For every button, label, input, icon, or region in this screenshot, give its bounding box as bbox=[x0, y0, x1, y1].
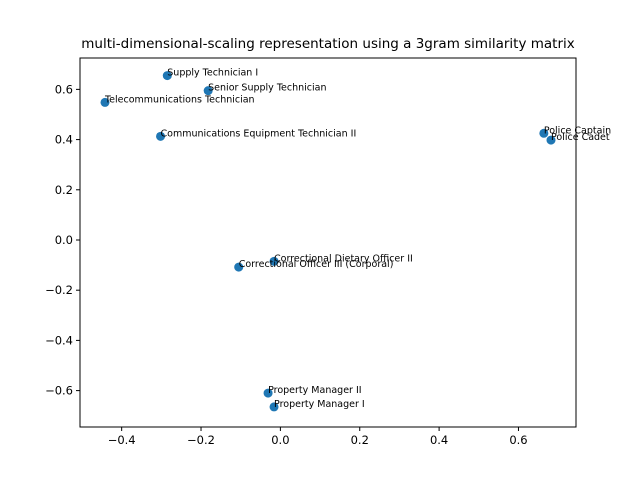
point-labels: Supply Technician I Senior Supply Technic… bbox=[104, 68, 611, 410]
data-point-label: Property Manager II bbox=[268, 385, 361, 396]
data-point-label: Supply Technician I bbox=[167, 68, 258, 79]
data-point-label: Senior Supply Technician bbox=[208, 83, 326, 94]
data-point-label: Police Cadet bbox=[551, 132, 610, 143]
data-point bbox=[263, 388, 273, 398]
data-point bbox=[539, 128, 549, 138]
x-tick-label: 0.4 bbox=[430, 433, 448, 447]
data-point-label: Communications Equipment Technician II bbox=[161, 128, 357, 139]
y-tick-label: 0.6 bbox=[55, 82, 73, 96]
data-point bbox=[162, 71, 172, 81]
data-point bbox=[269, 402, 279, 412]
y-tick-label: 0.2 bbox=[55, 183, 73, 197]
chart-title: multi-dimensional-scaling representation… bbox=[81, 36, 574, 52]
data-point bbox=[269, 256, 279, 266]
y-tick-label: 0.0 bbox=[55, 233, 73, 247]
data-point bbox=[203, 86, 213, 96]
data-point-label: Telecommunications Technician bbox=[104, 94, 255, 105]
data-point bbox=[234, 262, 244, 272]
data-point bbox=[100, 97, 110, 107]
axis-ticks: −0.4 −0.2 0.0 0.2 0.4 0.6 −0.6 −0.4 −0.2 0.0 0.2 0.… bbox=[45, 82, 528, 447]
x-tick-label: 0.6 bbox=[509, 433, 527, 447]
plot-area-frame bbox=[79, 57, 577, 428]
x-tick-label: −0.2 bbox=[187, 433, 215, 447]
data-point-label: Correctional Dietary Officer II bbox=[274, 253, 413, 264]
y-tick-label: −0.4 bbox=[45, 333, 73, 347]
y-tick-label: 0.4 bbox=[55, 133, 73, 147]
y-tick-label: −0.6 bbox=[45, 384, 73, 398]
data-point bbox=[156, 131, 166, 141]
x-tick-label: −0.4 bbox=[108, 433, 136, 447]
data-point-label: Police Captain bbox=[544, 125, 611, 136]
y-tick-label: −0.2 bbox=[45, 283, 73, 297]
data-points bbox=[100, 71, 556, 412]
data-point-label: Correctional Officer III (Corporal) bbox=[239, 259, 394, 270]
data-point bbox=[546, 135, 556, 145]
x-tick-label: 0.2 bbox=[351, 433, 369, 447]
data-point-label: Property Manager I bbox=[274, 399, 365, 410]
x-tick-label: 0.0 bbox=[271, 433, 289, 447]
